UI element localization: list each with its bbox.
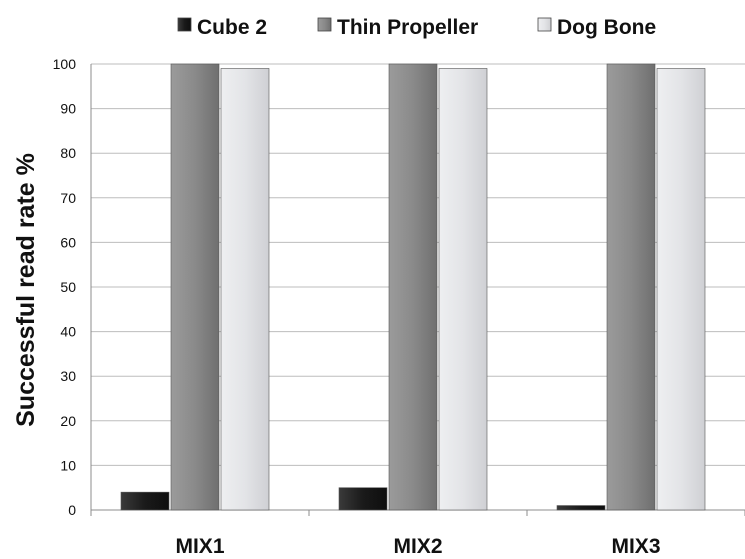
y-tick-label-90: 90 (60, 101, 76, 117)
y-tick-label-10: 10 (60, 457, 76, 473)
x-tick-label-mix3: MIX3 (611, 535, 660, 558)
legend-swatch-dog-bone (537, 17, 552, 32)
y-tick-label-0: 0 (68, 502, 76, 518)
x-tick-label-mix1: MIX1 (175, 535, 224, 558)
bar-cube-2-mix3 (556, 505, 606, 511)
y-tick-label-100: 100 (53, 56, 77, 72)
bar-dog-bone-mix1 (220, 68, 270, 511)
y-tick-label-20: 20 (60, 413, 76, 429)
legend-swatch-cube-2 (177, 17, 192, 32)
bar-thin-propeller-mix1 (170, 63, 220, 511)
y-axis-label: Successful read rate % (12, 153, 40, 427)
y-tick-label-80: 80 (60, 145, 76, 161)
bar-cube-2-mix2 (338, 487, 388, 511)
y-tick-label-40: 40 (60, 324, 76, 340)
legend-label-thin-propeller: Thin Propeller (337, 16, 478, 39)
x-tick-label-mix2: MIX2 (393, 535, 442, 558)
y-tick-label-60: 60 (60, 234, 76, 250)
bar-thin-propeller-mix2 (388, 63, 438, 511)
bar-dog-bone-mix3 (656, 68, 706, 511)
bar-dog-bone-mix2 (438, 68, 488, 511)
bars (120, 63, 706, 511)
x-tick-labels: MIX1 MIX2 MIX3 (175, 535, 660, 558)
y-tick-label-50: 50 (60, 279, 76, 295)
bar-thin-propeller-mix3 (606, 63, 656, 511)
legend-label-dog-bone: Dog Bone (557, 16, 656, 39)
y-tick-labels: 0 10 20 30 40 50 60 70 80 90 100 (53, 56, 77, 518)
legend-swatch-thin-propeller (317, 17, 332, 32)
legend: Cube 2 Thin Propeller Dog Bone (177, 16, 656, 39)
bar-cube-2-mix1 (120, 491, 170, 511)
y-tick-label-70: 70 (60, 190, 76, 206)
legend-label-cube-2: Cube 2 (197, 16, 267, 39)
y-tick-label-30: 30 (60, 368, 76, 384)
